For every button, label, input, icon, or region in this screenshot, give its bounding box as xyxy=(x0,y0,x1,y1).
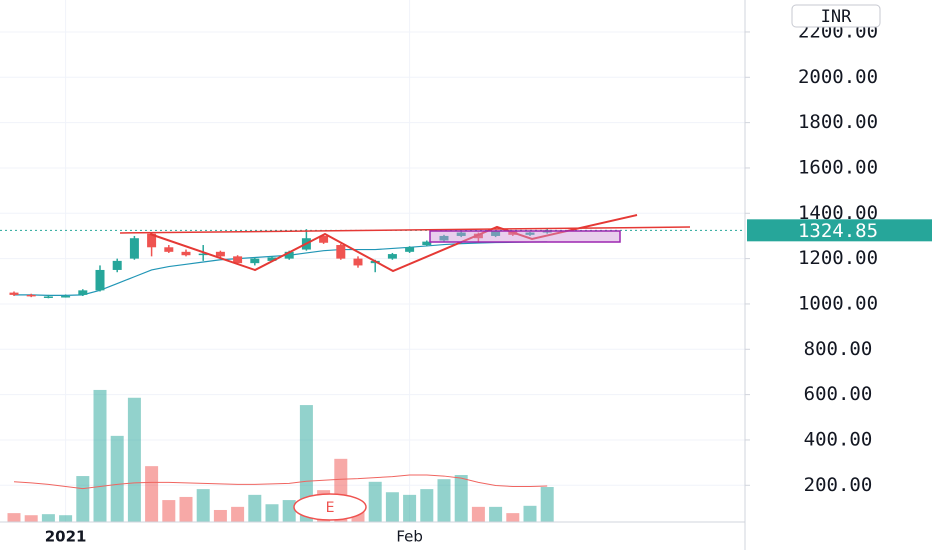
candle-body xyxy=(198,253,208,256)
grid xyxy=(0,0,745,522)
volume-bar xyxy=(127,397,141,522)
candle-body xyxy=(112,260,122,270)
currency-box xyxy=(791,4,881,28)
volume-bar xyxy=(145,466,159,522)
event-marker[interactable]: E xyxy=(293,493,367,521)
candle-body xyxy=(319,235,329,243)
y-tick-label: 200.00 xyxy=(804,474,873,496)
volume-bar xyxy=(454,475,468,522)
volume-bar xyxy=(179,496,193,522)
volume-bar xyxy=(231,506,245,522)
candle-body xyxy=(181,251,191,256)
pattern-line xyxy=(149,214,638,273)
volume-bar xyxy=(299,405,313,522)
candle-body xyxy=(491,231,501,236)
volume-bar xyxy=(540,487,554,522)
volume-bar xyxy=(471,506,485,522)
candle-body xyxy=(405,247,415,252)
candle-body xyxy=(353,258,363,266)
volume-bar xyxy=(76,476,90,522)
volume-bar xyxy=(41,514,55,522)
x-tick-label: 2021 xyxy=(45,528,87,546)
y-tick-label: 1800.00 xyxy=(798,111,878,133)
volume-pane xyxy=(7,389,554,522)
volume-bar xyxy=(368,481,382,522)
volume-bar xyxy=(403,494,417,522)
volume-bar xyxy=(93,389,107,522)
y-tick-label: 2000.00 xyxy=(798,66,878,88)
volume-bar xyxy=(110,435,124,522)
candle-body xyxy=(267,257,277,261)
price-axis: 200.00 400.00 600.00 800.00 1000.00 1200.00 14… xyxy=(745,20,932,496)
range-box xyxy=(429,230,621,243)
resistance-line xyxy=(119,226,691,234)
candle-body xyxy=(525,232,535,235)
candle-body xyxy=(336,245,346,259)
candle-body xyxy=(95,269,105,291)
candle-body xyxy=(456,232,466,236)
y-tick-label: 1000.00 xyxy=(798,292,878,314)
candle-body xyxy=(250,258,260,264)
candle-body xyxy=(439,235,449,241)
volume-bar xyxy=(265,504,279,522)
volume-bar xyxy=(248,494,262,522)
y-tick-label: 800.00 xyxy=(804,338,873,360)
event-badge[interactable] xyxy=(293,493,367,521)
candle-body xyxy=(164,247,174,252)
volume-bar xyxy=(385,492,399,522)
event-label[interactable]: E xyxy=(326,500,335,516)
candle-body xyxy=(78,290,88,295)
candle-body xyxy=(422,241,432,246)
volume-bar xyxy=(24,515,38,522)
y-tick-label: 1600.00 xyxy=(798,156,878,178)
volume-bar xyxy=(523,505,537,522)
volume-bar xyxy=(437,479,451,522)
last-price-label: 1324.85 xyxy=(798,220,878,242)
candle-body xyxy=(26,294,36,297)
volume-bar xyxy=(213,509,227,522)
candle-body xyxy=(129,238,139,259)
volume-ma-line xyxy=(13,474,548,490)
volume-bar xyxy=(489,506,503,522)
volume-bar xyxy=(196,489,210,522)
volume-bar xyxy=(506,513,520,522)
candle-body xyxy=(215,251,225,257)
drawings xyxy=(119,214,691,273)
candle-body xyxy=(9,292,19,295)
x-tick-label: Feb xyxy=(396,528,423,546)
y-tick-label: 400.00 xyxy=(804,428,873,450)
candle-body xyxy=(233,256,243,264)
currency-label: INR xyxy=(821,7,852,27)
volume-bar xyxy=(162,500,176,522)
last-price-box xyxy=(747,219,932,242)
volume-bar xyxy=(282,500,296,522)
y-tick-label: 1200.00 xyxy=(798,247,878,269)
y-tick-label: 1400.00 xyxy=(798,202,878,224)
volume-bar xyxy=(420,489,434,522)
candle-body xyxy=(387,254,397,259)
y-tick-label: 600.00 xyxy=(804,383,873,405)
ma-line xyxy=(14,241,548,296)
price-pane xyxy=(0,229,745,299)
candle-body xyxy=(43,296,53,298)
candle-body xyxy=(284,251,294,259)
volume-bar xyxy=(7,513,21,522)
candle-body xyxy=(147,233,157,248)
volume-bar xyxy=(59,515,73,522)
candle-body xyxy=(61,296,71,298)
